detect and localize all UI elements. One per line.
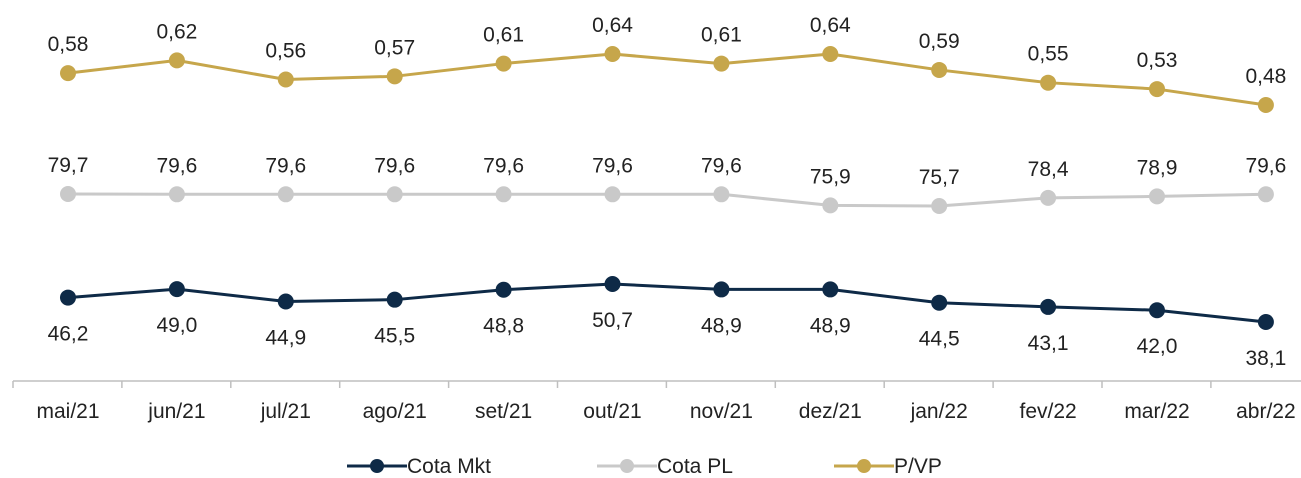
- data-label-p-vp: 0,61: [701, 24, 742, 47]
- x-tick-label: mai/21: [36, 400, 99, 423]
- data-label-cota-mkt: 50,7: [592, 309, 633, 332]
- data-point-cota-mkt: [386, 291, 403, 308]
- data-point-cota-mkt: [822, 281, 839, 298]
- data-point-cota-mkt: [168, 281, 185, 298]
- data-point-cota-mkt: [713, 281, 730, 298]
- data-point-p-vp: [60, 65, 76, 82]
- data-point-cota-mkt: [60, 289, 76, 306]
- x-tick-label: mar/22: [1124, 400, 1189, 423]
- legend-label-cota-mkt: Cota Mkt: [407, 455, 491, 478]
- data-label-cota-mkt: 48,9: [701, 314, 742, 337]
- series-line-cota-pl: [67, 192, 1266, 208]
- data-point-p-vp: [495, 55, 512, 72]
- data-point-cota-pl: [713, 186, 730, 203]
- data-point-p-vp: [713, 55, 730, 72]
- data-label-p-vp: 0,61: [483, 24, 524, 47]
- data-point-cota-mkt: [931, 294, 948, 311]
- data-point-cota-mkt: [277, 293, 294, 310]
- x-tick-label: abr/22: [1236, 400, 1296, 423]
- data-point-cota-pl: [1257, 186, 1274, 203]
- data-label-cota-mkt: 46,2: [48, 323, 89, 346]
- x-tick-label: fev/22: [1019, 400, 1076, 423]
- data-label-cota-mkt: 45,5: [374, 325, 415, 348]
- data-point-cota-pl: [277, 186, 294, 203]
- series-line-cota-mkt: [67, 282, 1267, 324]
- data-label-p-vp: 0,56: [265, 40, 306, 63]
- legend: Cota Mkt Cota PL P/VP: [347, 455, 942, 478]
- data-label-cota-pl: 78,4: [1028, 158, 1069, 181]
- data-label-cota-pl: 79,6: [483, 154, 524, 177]
- data-label-p-vp: 0,62: [156, 20, 197, 43]
- data-label-cota-mkt: 38,1: [1245, 347, 1286, 370]
- data-point-p-vp: [168, 52, 185, 69]
- data-point-p-vp: [822, 46, 839, 62]
- data-label-cota-pl: 79,6: [592, 154, 633, 177]
- data-label-p-vp: 0,55: [1028, 43, 1069, 66]
- data-point-p-vp: [1149, 81, 1165, 98]
- data-label-cota-mkt: 42,0: [1137, 335, 1178, 358]
- legend-label-p-vp: P/VP: [894, 455, 942, 478]
- data-point-cota-pl: [386, 186, 403, 203]
- legend-label-cota-pl: Cota PL: [657, 455, 733, 478]
- x-tick-label: ago/21: [363, 400, 427, 423]
- data-label-p-vp: 0,64: [810, 14, 851, 37]
- data-label-cota-mkt: 48,9: [810, 314, 851, 337]
- data-point-p-vp: [604, 46, 621, 62]
- data-point-cota-pl: [604, 186, 621, 203]
- data-point-cota-pl: [1149, 188, 1165, 205]
- data-label-cota-pl: 79,6: [265, 154, 306, 177]
- data-label-cota-pl: 79,6: [374, 154, 415, 177]
- data-point-cota-mkt: [1257, 314, 1274, 330]
- data-label-p-vp: 0,57: [374, 36, 415, 59]
- data-point-cota-mkt: [604, 276, 621, 292]
- data-point-cota-pl: [931, 198, 948, 214]
- data-label-cota-pl: 79,6: [1245, 154, 1286, 177]
- data-point-p-vp: [1040, 74, 1057, 91]
- series-layer: [60, 46, 1274, 330]
- data-label-p-vp: 0,58: [48, 33, 89, 56]
- legend-swatch-marker-cota-mkt: [370, 459, 384, 473]
- data-label-cota-mkt: 44,5: [919, 328, 960, 351]
- x-tick-label: jan/22: [910, 400, 968, 423]
- data-label-p-vp: 0,64: [592, 14, 633, 37]
- series-line-p-vp: [67, 52, 1267, 107]
- x-tick-label: jun/21: [147, 400, 205, 423]
- data-label-cota-pl: 75,7: [919, 166, 960, 189]
- data-point-p-vp: [386, 68, 403, 85]
- data-point-p-vp: [1257, 97, 1274, 113]
- legend-swatch-marker-p-vp: [857, 459, 871, 473]
- data-label-cota-mkt: 43,1: [1028, 332, 1069, 355]
- data-label-cota-mkt: 48,8: [483, 315, 524, 338]
- data-point-cota-pl: [168, 186, 185, 203]
- data-point-p-vp: [931, 61, 948, 78]
- data-label-cota-pl: 75,9: [810, 165, 851, 188]
- x-tick-label: nov/21: [690, 400, 753, 423]
- x-tick-label: set/21: [475, 400, 532, 423]
- data-point-cota-mkt: [495, 281, 512, 298]
- legend-swatch-marker-cota-pl: [620, 459, 634, 473]
- data-label-cota-pl: 79,6: [701, 154, 742, 177]
- data-point-cota-pl: [1040, 189, 1057, 206]
- data-label-p-vp: 0,48: [1245, 65, 1286, 88]
- data-labels-layer: 46,2 49,0 44,9 45,5 48,8 50,7 48,9 48,9 44,5 43,1…: [48, 14, 1287, 370]
- x-axis: mai/21 jun/21 jul/21 ago/21 set/21 out/21 nov/…: [12, 380, 1301, 423]
- data-point-cota-mkt: [1040, 298, 1057, 315]
- data-label-cota-pl: 79,6: [156, 154, 197, 177]
- x-tick-label: out/21: [583, 400, 641, 423]
- data-label-cota-mkt: 49,0: [156, 314, 197, 337]
- x-tick-label: dez/21: [799, 400, 862, 423]
- data-label-p-vp: 0,59: [919, 30, 960, 53]
- x-tick-label: jul/21: [260, 400, 311, 423]
- data-point-p-vp: [277, 71, 294, 88]
- data-label-cota-pl: 78,9: [1137, 156, 1178, 179]
- data-label-p-vp: 0,53: [1137, 49, 1178, 72]
- data-point-cota-pl: [495, 186, 512, 203]
- data-label-cota-mkt: 44,9: [265, 326, 306, 349]
- data-point-cota-mkt: [1149, 302, 1165, 319]
- data-point-cota-pl: [822, 197, 839, 214]
- data-point-cota-pl: [60, 186, 76, 202]
- data-label-cota-pl: 79,7: [48, 154, 89, 177]
